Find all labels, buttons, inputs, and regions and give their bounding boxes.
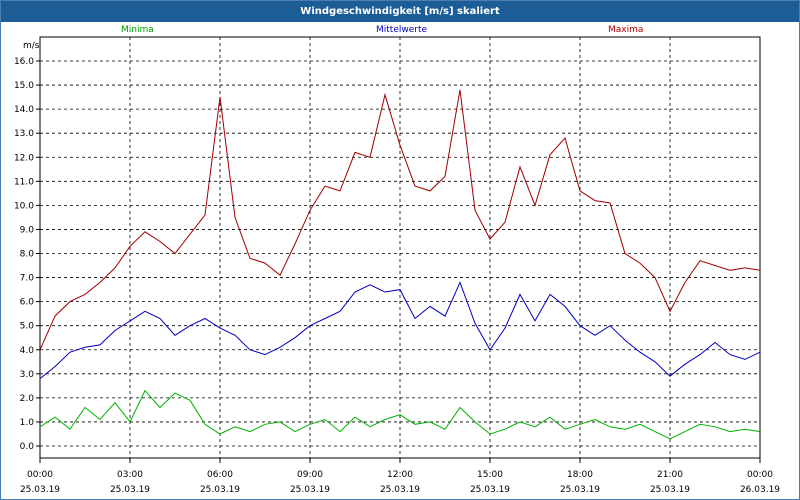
x-tick-date: 25.03.19 — [650, 485, 690, 495]
legend-maxima: Maxima — [608, 25, 644, 35]
y-tick-label: 1.0 — [20, 418, 35, 428]
y-tick-label: 11.0 — [14, 177, 34, 187]
y-axis-unit: m/s — [23, 41, 40, 51]
window-title: Windgeschwindigkeit [m/s] skaliert — [1, 1, 799, 22]
x-tick-date: 25.03.19 — [560, 485, 600, 495]
y-tick-label: 16.0 — [14, 57, 34, 67]
y-tick-label: 3.0 — [20, 370, 35, 380]
y-tick-label: 13.0 — [14, 129, 34, 139]
x-tick-date: 25.03.19 — [470, 485, 510, 495]
y-tick-label: 6.0 — [20, 298, 35, 308]
legend-minima: Minima — [121, 25, 154, 35]
x-tick-time: 15:00 — [477, 470, 503, 480]
x-tick-date: 25.03.19 — [110, 485, 150, 495]
x-tick-time: 18:00 — [567, 470, 593, 480]
x-tick-time: 00:00 — [27, 470, 53, 480]
y-tick-label: 14.0 — [14, 105, 34, 115]
x-tick-time: 00:00 — [747, 470, 773, 480]
y-tick-label: 0.0 — [20, 442, 35, 452]
y-tick-label: 7.0 — [20, 274, 35, 284]
y-tick-label: 5.0 — [20, 322, 35, 332]
x-tick-time: 09:00 — [297, 470, 323, 480]
x-tick-date: 26.03.19 — [740, 485, 780, 495]
y-tick-label: 8.0 — [20, 250, 35, 260]
legend-mittelwerte: Mittelwerte — [376, 25, 428, 35]
y-tick-label: 15.0 — [14, 81, 34, 91]
x-tick-time: 12:00 — [387, 470, 413, 480]
series-line-maxima — [39, 89, 761, 351]
y-tick-label: 10.0 — [14, 201, 34, 211]
x-tick-time: 03:00 — [117, 470, 143, 480]
x-tick-date: 25.03.19 — [380, 485, 420, 495]
y-tick-label: 12.0 — [14, 153, 34, 163]
x-tick-time: 21:00 — [657, 470, 683, 480]
y-tick-label: 4.0 — [20, 346, 35, 356]
x-tick-time: 06:00 — [207, 470, 233, 480]
series-line-minima — [39, 389, 761, 440]
x-tick-date: 25.03.19 — [200, 485, 240, 495]
y-tick-label: 9.0 — [20, 225, 35, 235]
x-tick-date: 25.03.19 — [20, 485, 60, 495]
x-tick-date: 25.03.19 — [290, 485, 330, 495]
series-line-mittelwerte — [39, 281, 761, 379]
y-tick-label: 2.0 — [20, 394, 35, 404]
